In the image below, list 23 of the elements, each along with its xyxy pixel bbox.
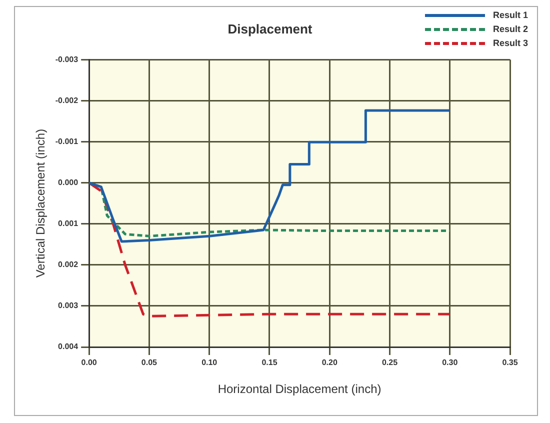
- y-tick-label: 0.004: [58, 342, 79, 352]
- y-tick-label: 0.001: [58, 219, 79, 228]
- y-axis-title: Vertical Displacement (inch): [34, 128, 48, 278]
- x-tick-label: 0.05: [141, 358, 158, 368]
- x-tick-label: 0.25: [382, 358, 398, 368]
- line-series: [89, 182, 452, 318]
- text: Result 2: [492, 24, 528, 34]
- y-tick-label: 0.003: [58, 301, 79, 310]
- text: Result 3: [492, 38, 528, 48]
- y-tick-label: 0.000: [58, 178, 79, 187]
- x-tick-label: 0.15: [262, 358, 278, 368]
- x-tick-label: 0.30: [442, 358, 458, 368]
- chart-title: Displacement: [228, 21, 313, 36]
- x-axis-title: Horizontal Displacement (inch): [218, 382, 382, 396]
- x-tick-label: 0.35: [502, 358, 518, 368]
- text: Result 1: [492, 10, 528, 20]
- y-tick-label: -0.001: [55, 136, 79, 146]
- x-tick-label: 0.10: [202, 358, 218, 368]
- x-tick-label: 0.20: [322, 358, 338, 368]
- y-tick-label: 0.002: [58, 260, 79, 270]
- x-tick-label: 0.00: [81, 358, 98, 368]
- y-tick-label: -0.003: [55, 54, 79, 64]
- y-tick-label: -0.002: [55, 96, 79, 105]
